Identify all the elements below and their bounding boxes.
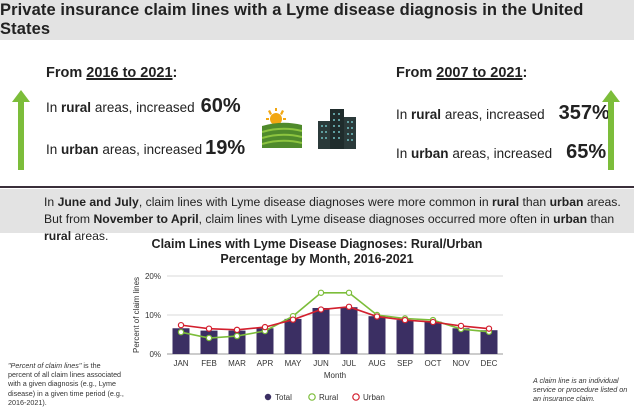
left-rural-stat: In rural areas, increased 60%	[46, 95, 241, 117]
page-title: Private insurance claim lines with a Lym…	[0, 1, 584, 38]
stats-section: From 2016 to 2021: In rural areas, incre…	[0, 40, 634, 185]
y-tick-label: 10%	[145, 311, 161, 320]
legend-label-urban: Urban	[363, 393, 385, 402]
up-arrow-icon	[602, 90, 620, 170]
y-tick-label: 20%	[145, 272, 161, 281]
right-rural-value: 357%	[558, 102, 610, 124]
lyme-monthly-chart: 0% 10% 20% Percent of claim lines JAN FEB MAR A…	[132, 272, 503, 402]
city-buildings-icon	[318, 109, 356, 149]
y-axis-label: Percent of claim lines	[132, 277, 141, 353]
x-tick-label: MAY	[285, 359, 302, 368]
point-rural-jan	[177, 328, 185, 336]
chart-title: Claim Lines with Lyme Disease Diagnoses:…	[151, 237, 483, 266]
x-tick-label: AUG	[368, 359, 385, 368]
right-urban-value: 65%	[566, 141, 607, 163]
point-urban-feb	[205, 325, 213, 332]
point-rural-mar	[233, 332, 241, 340]
point-urban-nov	[457, 322, 465, 330]
x-tick-label: FEB	[201, 359, 217, 368]
legend-label-rural: Rural	[319, 393, 338, 402]
point-rural-feb	[205, 334, 213, 342]
farm-field-sun-icon	[262, 108, 302, 148]
point-urban-jun	[317, 306, 325, 313]
left-period-years: 2016 to 2021	[86, 65, 173, 81]
up-arrow-icon	[12, 90, 30, 170]
left-rural-value: 60%	[200, 95, 241, 117]
footnote-claim-line-definition: A claim line is an individual service or…	[533, 376, 628, 404]
seasonal-note: In June and July, claim lines with Lyme …	[0, 189, 634, 243]
bar-total-aug	[368, 316, 386, 354]
x-tick-label: SEP	[397, 359, 413, 368]
point-urban-may	[289, 316, 297, 323]
x-tick-label: DEC	[481, 359, 498, 368]
point-urban-sep	[401, 316, 409, 324]
right-period-years: 2007 to 2021	[436, 65, 523, 81]
right-period-heading: From 2007 to 2021:	[396, 65, 528, 81]
bar-total-nov	[452, 328, 470, 354]
left-period-heading: From 2016 to 2021:	[46, 65, 178, 81]
legend-swatch-urban	[352, 393, 360, 401]
x-tick-label: MAR	[228, 359, 246, 368]
point-urban-apr	[261, 323, 269, 331]
left-urban-stat: In urban areas, increased 19%	[46, 137, 246, 159]
bar-total-jul	[340, 307, 358, 354]
bar-total-feb	[200, 330, 218, 354]
bar-total-jan	[172, 328, 190, 354]
line-rural	[180, 291, 490, 339]
bar-total-oct	[424, 321, 442, 354]
point-urban-jan	[177, 321, 185, 329]
footnote-percent-definition: "Percent of claim lines" is the percent …	[8, 361, 124, 407]
seasonal-note-text: In June and July, claim lines with Lyme …	[44, 195, 621, 243]
legend-label-total: Total	[275, 393, 292, 402]
legend-swatch-rural	[308, 393, 316, 401]
point-rural-jun	[317, 289, 325, 296]
bar-total-may	[284, 318, 302, 354]
bar-total-jun	[312, 307, 330, 354]
bar-total-apr	[256, 328, 274, 354]
point-urban-dec	[485, 325, 493, 332]
bar-total-sep	[396, 320, 414, 354]
line-urban	[180, 305, 490, 331]
title-bar: Private insurance claim lines with a Lym…	[0, 0, 634, 40]
bar-total-dec	[480, 330, 498, 354]
legend-swatch-total	[264, 393, 272, 401]
x-tick-label: OCT	[425, 359, 442, 368]
left-urban-value: 19%	[205, 137, 246, 159]
point-urban-jul	[345, 303, 353, 311]
point-rural-jul	[345, 289, 353, 296]
x-tick-label: JUL	[342, 359, 357, 368]
x-tick-label: APR	[257, 359, 274, 368]
right-rural-stat: In rural areas, increased 357%	[396, 102, 610, 124]
point-urban-oct	[429, 318, 437, 326]
section-divider	[0, 186, 634, 188]
x-axis-label: Month	[324, 371, 346, 380]
x-tick-label: JUN	[313, 359, 329, 368]
x-tick-label: JAN	[173, 359, 188, 368]
x-tick-label: NOV	[452, 359, 470, 368]
point-urban-aug	[373, 313, 381, 320]
right-urban-stat: In urban areas, increased 65%	[396, 141, 607, 163]
point-urban-mar	[233, 326, 241, 334]
y-tick-label: 0%	[149, 350, 161, 359]
